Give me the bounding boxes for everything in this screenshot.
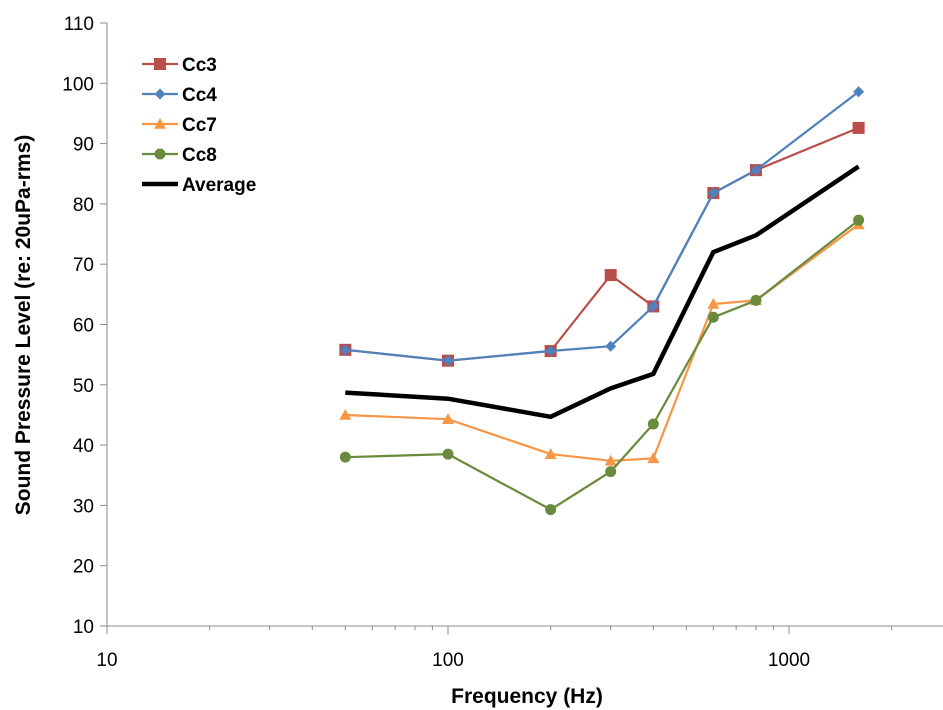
marker-diamond [442, 355, 454, 367]
series-average [345, 164, 860, 420]
x-axis-title: Frequency (Hz) [451, 685, 603, 708]
marker-triangle [339, 408, 352, 420]
legend-label: Cc7 [182, 115, 217, 136]
marker-diamond [707, 187, 719, 199]
marker-circle [154, 148, 166, 160]
y-tick-label: 110 [64, 14, 94, 35]
marker-diamond [339, 344, 351, 356]
legend-item-cc8: Cc8 [142, 145, 217, 166]
series-cc3 [339, 121, 865, 367]
y-tick-label: 40 [73, 436, 94, 457]
marker-circle [605, 466, 617, 478]
marker-triangle [604, 454, 617, 466]
marker-triangle [707, 297, 720, 309]
x-tick-label: 100 [432, 650, 464, 671]
marker-circle [647, 418, 659, 430]
marker-square [604, 269, 617, 282]
legend-item-average: Average [142, 175, 256, 196]
marker-triangle [544, 448, 557, 459]
series-cc7 [339, 218, 865, 466]
marker-triangle [647, 452, 660, 464]
series-line-average [345, 164, 860, 420]
marker-circle [750, 294, 762, 306]
marker-triangle [442, 413, 454, 424]
y-tick-label: 20 [73, 557, 94, 578]
y-tick-label: 80 [73, 195, 94, 216]
y-tick-label: 90 [73, 135, 94, 156]
marker-diamond [750, 164, 762, 176]
legend-label: Average [182, 175, 256, 196]
series-line-cc8 [345, 219, 860, 511]
x-tick-label: 10 [96, 650, 117, 671]
series-layer [339, 86, 865, 516]
series-line-cc7 [345, 223, 860, 462]
legend-label: Cc8 [182, 145, 217, 166]
legend-label: Cc3 [182, 55, 217, 76]
y-tick-label: 60 [73, 316, 94, 337]
marker-circle [545, 504, 557, 516]
marker-square [852, 121, 865, 134]
y-axis-title: Sound Pressure Level (re: 20uPa-rms) [12, 135, 35, 515]
x-tick-label: 1000 [768, 650, 810, 671]
legend-item-cc4: Cc4 [142, 85, 217, 106]
legend-item-cc7: Cc7 [142, 115, 217, 136]
marker-diamond [545, 345, 557, 357]
axes: 10 20 30 40 50 60 70 80 90 100 110 10 100 1000 [62, 14, 943, 671]
marker-circle [339, 451, 351, 463]
y-tick-label: 30 [73, 496, 94, 517]
series-cc8 [339, 214, 865, 516]
series-line-cc4 [345, 90, 860, 362]
legend: Cc3 Cc4 Cc7 Cc8 Average [142, 55, 256, 196]
marker-diamond [853, 86, 865, 98]
series-cc4 [339, 86, 865, 367]
marker-diamond [154, 88, 166, 100]
marker-circle [707, 311, 719, 323]
marker-diamond [647, 300, 659, 312]
series-line-cc3 [345, 126, 860, 362]
marker-diamond [605, 340, 617, 352]
y-tick-label: 70 [73, 255, 94, 276]
y-tick-label: 10 [73, 617, 94, 638]
y-tick-label: 100 [62, 74, 94, 95]
legend-label: Cc4 [182, 85, 217, 106]
marker-circle [442, 448, 454, 460]
y-tick-label: 50 [73, 376, 94, 397]
marker-triangle [154, 118, 166, 129]
marker-square [154, 58, 166, 70]
marker-circle [853, 214, 865, 226]
legend-item-cc3: Cc3 [142, 55, 217, 76]
